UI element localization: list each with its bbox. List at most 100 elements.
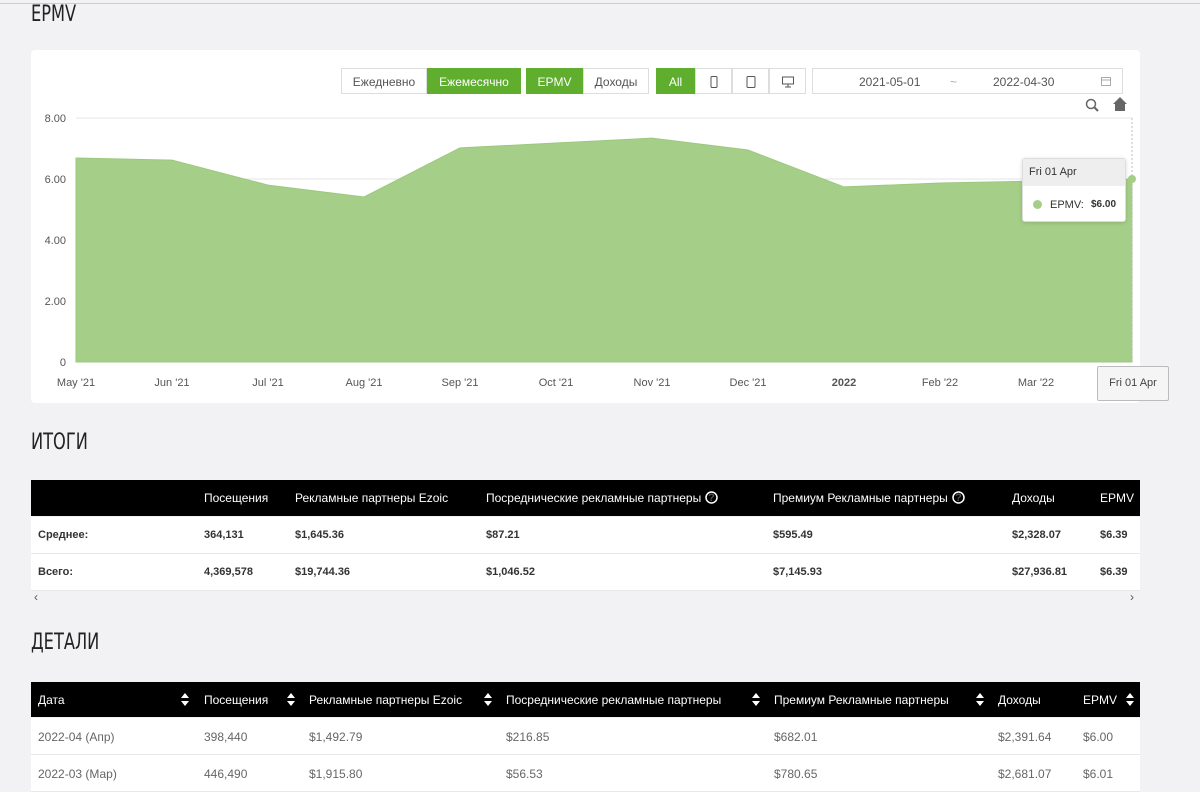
chart: 0 2.00 4.00 6.00 8.00 May '21 Jun '21 Jul '21 Au…	[45, 97, 1136, 389]
sort-icon[interactable]	[976, 692, 984, 707]
column-header: Посещения	[204, 693, 269, 707]
column-header: Посреднические рекламные партнеры	[506, 693, 722, 707]
metric-button[interactable]: EPMV	[526, 68, 583, 94]
calendar-icon	[1101, 77, 1111, 86]
desktop-button[interactable]	[769, 68, 806, 94]
help-icon[interactable]: ?	[705, 491, 718, 504]
date-separator: ~	[950, 75, 958, 89]
scroll-left[interactable]: ‹	[34, 590, 38, 604]
zoom-icon[interactable]	[1085, 98, 1099, 112]
x-tick-label: Nov '21	[634, 377, 671, 389]
sort-icon[interactable]	[181, 692, 189, 707]
column-header: Дата	[38, 693, 65, 707]
column-header: EPMV	[1100, 491, 1135, 505]
x-tick-label: 2022	[832, 377, 856, 389]
column-header: Посреднические рекламные партнеры?	[486, 491, 718, 505]
date-range[interactable]: 2021-05-01 ~ 2022-04-30	[812, 68, 1123, 94]
x-tick-label: Oct '21	[539, 377, 574, 389]
metric-button[interactable]: Доходы	[583, 68, 649, 94]
table-header: Посещения Рекламные партнеры Ezoic Посредн…	[31, 480, 1140, 516]
sort-icon[interactable]	[1126, 692, 1134, 707]
table-cell: $87.21	[486, 529, 520, 541]
date-to: 2022-04-30	[993, 75, 1055, 89]
table-cell: $56.53	[506, 767, 543, 781]
column-header: Доходы	[1012, 491, 1055, 505]
row-label: Среднее:	[38, 529, 89, 541]
column-header: Посещения	[204, 491, 269, 505]
table-cell: $19,744.36	[295, 566, 351, 578]
scroll-right[interactable]: ›	[1130, 590, 1134, 604]
table-cell: $2,328.07	[1012, 529, 1061, 541]
table-cell: $6.01	[1083, 767, 1114, 781]
chart-card: Ежедневно Ежемесячно EPMV Доходы All 202…	[31, 50, 1140, 403]
sort-icon[interactable]	[287, 692, 295, 707]
table-cell: 2022-03 (Мар)	[38, 767, 117, 781]
x-tick-label: Sep '21	[442, 377, 479, 389]
date-from: 2021-05-01	[859, 75, 921, 89]
crosshair-label: Fri 01 Apr	[1097, 366, 1169, 401]
tablet-icon	[746, 76, 755, 88]
area	[75, 137, 1133, 363]
table-cell: $7,145.93	[773, 566, 822, 578]
section-title: ИТОГИ	[31, 430, 88, 455]
tooltip-series: EPMV:	[1050, 199, 1084, 211]
row-label: Всего:	[38, 566, 73, 578]
x-tick-label: Dec '21	[730, 377, 767, 389]
top-border	[0, 3, 1200, 4]
table-cell: 4,369,578	[204, 566, 253, 578]
column-header: Премиум Рекламные партнеры	[774, 693, 949, 707]
svg-text:?: ?	[955, 492, 962, 504]
y-tick-label: 6.00	[45, 174, 66, 186]
home-icon[interactable]	[1113, 97, 1127, 111]
table-cell: $1,492.79	[309, 730, 363, 744]
table-row: Всего: 4,369,578 $19,744.36 $1,046.52 $7,145…	[31, 554, 1140, 591]
help-icon[interactable]: ?	[952, 491, 965, 504]
device-button[interactable]: All	[656, 68, 695, 94]
section-title: EPMV	[31, 2, 77, 27]
y-tick-label: 8.00	[45, 113, 66, 125]
period-button[interactable]: Ежемесячно	[427, 68, 521, 94]
x-tick-label: May '21	[57, 377, 95, 389]
table-cell: $595.49	[773, 529, 813, 541]
table-cell: $1,915.80	[309, 767, 363, 781]
mobile-button[interactable]	[695, 68, 732, 94]
table-cell: 2022-04 (Апр)	[38, 730, 115, 744]
table-cell: 398,440	[204, 730, 248, 744]
tooltip: Fri 01 Apr EPMV: $6.00	[1022, 158, 1126, 222]
table-row: 2022-04 (Апр) 398,440 $1,492.79 $216.85 $682…	[31, 718, 1140, 755]
desktop-icon	[781, 76, 794, 88]
table-row: Среднее: 364,131 $1,645.36 $87.21 $595.49 $2,…	[31, 517, 1140, 554]
table-cell: $2,681.07	[998, 767, 1052, 781]
column-header: Рекламные партнеры Ezoic	[309, 693, 463, 707]
table-cell: $1,046.52	[486, 566, 535, 578]
tooltip-title: Fri 01 Apr	[1023, 159, 1125, 186]
table-header: Дата Посещения Рекламные партнеры Ezoic Пос…	[31, 682, 1140, 717]
table-cell: 364,131	[204, 529, 244, 541]
column-header: EPMV	[1083, 693, 1118, 707]
x-tick-label: Mar '22	[1018, 377, 1054, 389]
table-cell: $27,936.81	[1012, 566, 1068, 578]
sort-icon[interactable]	[484, 692, 492, 707]
tooltip-value: $6.00	[1091, 199, 1117, 210]
mobile-icon	[710, 76, 717, 88]
tooltip-marker	[1033, 200, 1042, 209]
column-header: Доходы	[998, 693, 1041, 707]
y-tick-label: 4.00	[45, 235, 66, 247]
table-cell: $780.65	[774, 767, 818, 781]
period-button[interactable]: Ежедневно	[341, 68, 427, 94]
section-title: ДЕТАЛИ	[31, 630, 100, 655]
column-header: Премиум Рекламные партнеры?	[773, 491, 965, 505]
table-cell: $1,645.36	[295, 529, 344, 541]
y-tick-label: 2.00	[45, 296, 66, 308]
table-cell: 446,490	[204, 767, 248, 781]
svg-text:?: ?	[708, 492, 715, 504]
tablet-button[interactable]	[732, 68, 769, 94]
table-cell: $6.00	[1083, 730, 1114, 744]
sort-icon[interactable]	[752, 692, 760, 707]
table-cell: $2,391.64	[998, 730, 1052, 744]
x-tick-label: Jun '21	[154, 377, 189, 389]
hover-point	[1128, 175, 1136, 183]
x-tick-label: Feb '22	[922, 377, 958, 389]
table-cell: $6.39	[1100, 566, 1128, 578]
